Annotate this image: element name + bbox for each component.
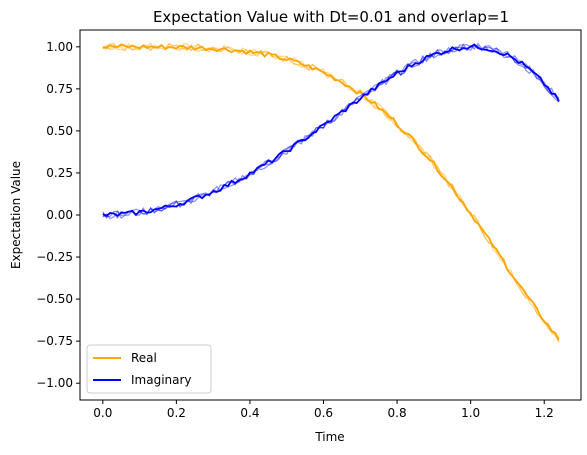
x-tick-label: 0.6 <box>314 406 333 420</box>
series-trace-real <box>102 42 560 343</box>
y-axis: 1.00 0.75 0.50 0.25 0.00 −0.25 −0.50 −0.75 −1.00 <box>36 40 80 390</box>
chart-title: Expectation Value with Dt=0.01 and overl… <box>153 8 509 26</box>
x-tick-label: 0.0 <box>93 406 112 420</box>
legend: Real Imaginary <box>86 344 212 394</box>
y-axis-label: Expectation Value <box>9 161 23 269</box>
series-trace-imaginary <box>102 44 560 220</box>
x-tick-label: 0.2 <box>167 406 186 420</box>
series-trace-imaginary <box>102 44 560 220</box>
series-line-imaginary <box>102 43 560 217</box>
x-tick-label: 1.0 <box>461 406 480 420</box>
x-tick-label: 1.2 <box>535 406 554 420</box>
x-axis: 0.0 0.2 0.4 0.6 0.8 1.0 1.2 <box>93 400 554 420</box>
y-tick-label: 0.50 <box>46 124 73 138</box>
plot-area <box>102 42 560 343</box>
y-tick-label: −0.75 <box>36 334 73 348</box>
y-tick-label: 1.00 <box>46 40 73 54</box>
y-tick-label: 0.00 <box>46 208 73 222</box>
x-tick-label: 0.4 <box>240 406 259 420</box>
series-trace-real <box>102 43 560 340</box>
y-tick-label: 0.25 <box>46 166 73 180</box>
legend-label-imaginary: Imaginary <box>131 373 192 387</box>
legend-label-real: Real <box>131 351 157 365</box>
y-tick-label: −1.00 <box>36 376 73 390</box>
series-line-real <box>102 43 560 341</box>
y-tick-label: −0.25 <box>36 250 73 264</box>
y-tick-label: 0.75 <box>46 82 73 96</box>
y-tick-label: −0.50 <box>36 292 73 306</box>
series-trace-real <box>102 43 560 343</box>
x-axis-label: Time <box>314 430 344 444</box>
x-tick-label: 0.8 <box>388 406 407 420</box>
series-trace-imaginary <box>102 42 560 219</box>
